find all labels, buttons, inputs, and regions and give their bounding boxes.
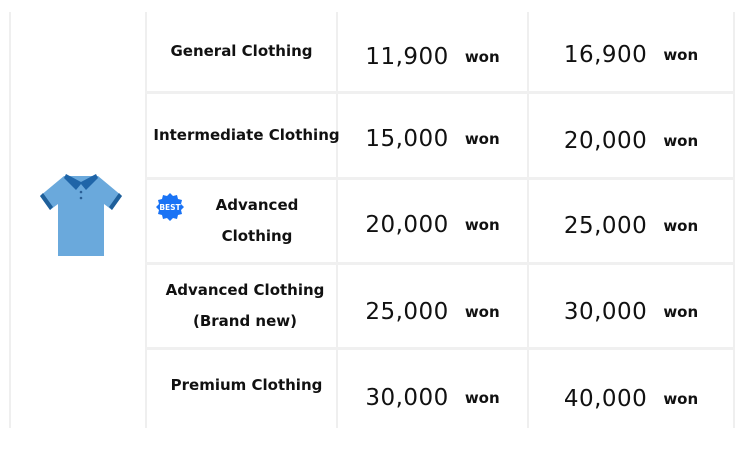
polo-shirt-icon bbox=[40, 174, 122, 256]
price-cell: 40,000 won bbox=[529, 350, 733, 448]
grid-line bbox=[145, 177, 735, 180]
unit: won bbox=[464, 48, 500, 66]
grid-line bbox=[145, 262, 735, 265]
price: 15,000 bbox=[365, 126, 449, 152]
unit: won bbox=[464, 216, 500, 234]
price: 11,900 bbox=[365, 44, 449, 70]
grid-line bbox=[527, 12, 529, 428]
row-name: Advanced Clothing (Brand new) bbox=[165, 281, 325, 330]
unit: won bbox=[663, 217, 699, 235]
unit: won bbox=[464, 303, 500, 321]
price-cell: 30,000 won bbox=[338, 350, 527, 446]
best-badge: BEST bbox=[156, 193, 184, 221]
price: 40,000 bbox=[563, 386, 648, 412]
price-cell: 25,000 won bbox=[529, 180, 733, 272]
unit: won bbox=[663, 132, 699, 150]
row-name: Intermediate Clothing bbox=[153, 126, 340, 144]
unit: won bbox=[663, 303, 699, 321]
grid-line bbox=[145, 91, 735, 94]
price: 20,000 bbox=[563, 128, 648, 154]
price-cell: 30,000 won bbox=[529, 265, 733, 359]
unit: won bbox=[464, 130, 500, 148]
price: 30,000 bbox=[365, 385, 449, 411]
price: 30,000 bbox=[563, 299, 648, 325]
row-name: Premium Clothing bbox=[170, 376, 323, 394]
price-cell: 16,900 won bbox=[529, 12, 733, 98]
row-name: General Clothing bbox=[170, 41, 313, 60]
price: 20,000 bbox=[365, 212, 449, 238]
unit: won bbox=[663, 390, 699, 408]
price: 25,000 bbox=[365, 299, 449, 325]
row-name: Advanced Clothing bbox=[215, 196, 299, 245]
grid-line bbox=[9, 12, 11, 428]
price-cell: 20,000 won bbox=[529, 98, 733, 184]
grid-line bbox=[733, 12, 735, 428]
grid-line bbox=[145, 12, 147, 428]
price: 16,900 bbox=[563, 42, 648, 68]
grid-line bbox=[336, 12, 338, 428]
unit: won bbox=[464, 389, 500, 407]
unit: won bbox=[663, 46, 699, 64]
best-badge-label: BEST bbox=[159, 203, 181, 212]
price-cell: 20,000 won bbox=[338, 180, 527, 270]
price-cell: 25,000 won bbox=[338, 265, 527, 359]
price-cell: 15,000 won bbox=[338, 96, 527, 182]
price-cell: 11,900 won bbox=[338, 14, 527, 100]
price: 25,000 bbox=[563, 213, 648, 239]
grid-line bbox=[145, 347, 735, 350]
